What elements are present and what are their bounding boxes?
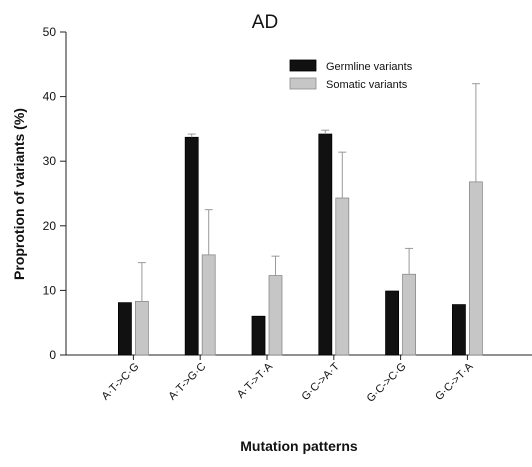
y-tick-label: 10	[43, 283, 57, 297]
somatic-bar	[134, 300, 149, 356]
somatic-bar	[268, 275, 283, 356]
y-tick-label: 0	[49, 348, 56, 362]
somatic-bar	[468, 181, 483, 356]
y-tick-label: 40	[43, 90, 57, 104]
germline-bar	[385, 290, 400, 356]
germline-bar	[451, 304, 466, 356]
x-tick-label: G·C->C·G	[365, 361, 409, 405]
x-tick-label: A·T->C·G	[100, 361, 142, 403]
x-tick-label: A·T->G·C	[166, 361, 208, 403]
somatic-bar	[201, 254, 216, 356]
germline-bar	[118, 302, 132, 356]
germline-bar	[251, 315, 266, 356]
germline-bar	[184, 136, 199, 356]
y-axis-label: Proprotion of variants (%)	[11, 108, 27, 280]
somatic-bar	[335, 197, 350, 356]
legend-somatic-swatch	[289, 77, 317, 90]
y-tick-label: 50	[43, 25, 57, 39]
x-tick-label: G·C->T·A	[433, 360, 476, 403]
germline-bar	[318, 133, 333, 356]
legend-somatic-label: Somatic variants	[326, 79, 408, 91]
y-tick-label: 20	[43, 219, 57, 233]
x-axis-label: Mutation patterns	[240, 438, 358, 454]
plot-area: 0 10 20 30 40 50 A·T->C·G A·T->G·C A·T->T·A G·C->…	[43, 25, 532, 405]
y-tick-label: 30	[43, 154, 57, 168]
x-tick-label: G·C->A·T	[300, 360, 343, 403]
x-tick-label: A·T->T·A	[235, 360, 276, 401]
somatic-bar	[402, 273, 417, 356]
chart-title: AD	[252, 12, 278, 33]
legend-germline-label: Germline variants	[326, 61, 413, 73]
legend-germline-swatch	[289, 59, 317, 72]
